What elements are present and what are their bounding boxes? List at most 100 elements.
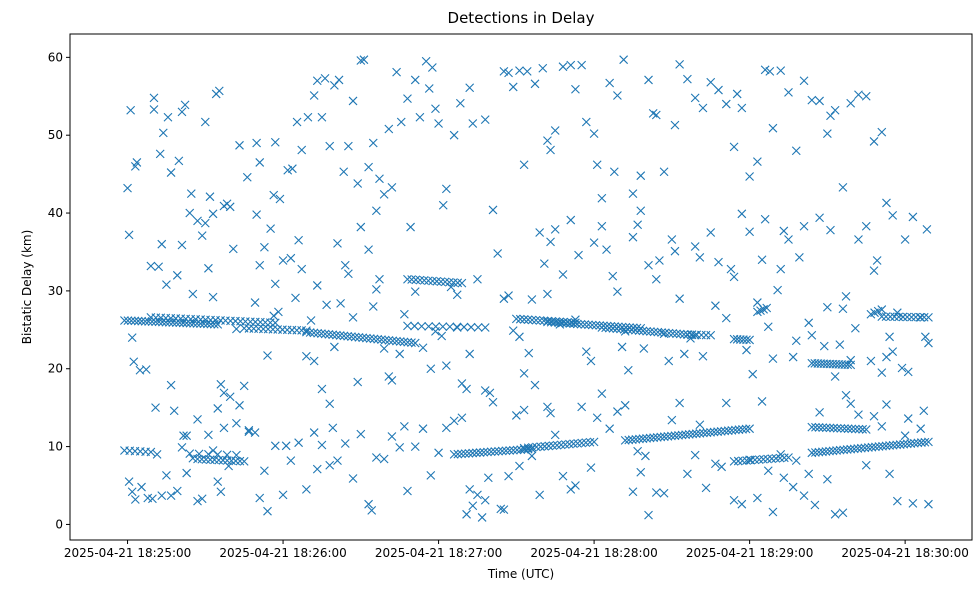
detection-point (424, 84, 434, 93)
detection-point (148, 494, 157, 504)
detection-point (628, 189, 638, 198)
detection-point (294, 235, 303, 245)
detection-point (814, 423, 824, 432)
detection-point (721, 398, 731, 408)
detection-point (339, 331, 349, 341)
detection-point (829, 423, 838, 433)
detection-point (919, 406, 929, 416)
detection-point (519, 405, 529, 415)
detection-point (364, 162, 373, 172)
detection-point (885, 469, 894, 479)
detection-point (519, 443, 529, 453)
detection-point (424, 321, 434, 331)
detection-point (339, 167, 349, 177)
detection-point (869, 137, 879, 146)
detection-point (527, 295, 537, 304)
detection-point (791, 336, 801, 346)
detection-point (493, 249, 503, 258)
detection-point (645, 433, 655, 443)
detection-point (854, 424, 864, 434)
detection-point (219, 423, 229, 433)
detection-point (364, 499, 373, 509)
detection-point (861, 91, 871, 101)
detection-point (146, 261, 156, 271)
detection-point (675, 294, 685, 304)
detection-point (317, 329, 326, 339)
detection-point (757, 255, 767, 265)
detection-point (659, 488, 669, 498)
detection-point (871, 442, 880, 452)
detection-point (888, 210, 898, 220)
detection-point (522, 66, 532, 76)
detection-point (907, 312, 916, 322)
detection-point (538, 63, 548, 73)
detection-point (186, 189, 196, 198)
detection-point (438, 200, 448, 210)
detection-point (250, 428, 260, 437)
detection-point (602, 245, 611, 255)
detection-point (854, 235, 863, 244)
detection-point (480, 323, 490, 332)
detection-point (763, 454, 772, 464)
detection-point (475, 448, 485, 457)
detection-point (317, 112, 327, 122)
detection-point (530, 79, 540, 89)
detection-point (418, 343, 428, 353)
x-tick-label: 2025-04-21 18:26:00 (219, 546, 346, 560)
detection-point (260, 466, 269, 476)
detection-point (519, 369, 529, 378)
detection-point (294, 438, 303, 448)
detection-point (235, 400, 244, 410)
detection-point (193, 216, 202, 226)
detection-point (269, 190, 279, 200)
detection-point (729, 495, 739, 505)
detection-point (639, 344, 649, 353)
detection-point (387, 182, 397, 192)
detection-point (527, 443, 537, 452)
detection-point (642, 433, 651, 443)
detection-point (613, 407, 622, 416)
detection-point (127, 487, 137, 497)
detection-point (127, 333, 137, 342)
detection-point (197, 454, 207, 464)
detection-point (916, 312, 926, 322)
detection-point (695, 420, 705, 430)
detection-point (804, 318, 814, 328)
detection-point (466, 322, 476, 332)
detection-point (260, 242, 269, 252)
detection-point (177, 107, 187, 117)
detection-point (826, 111, 835, 121)
detection-point (613, 287, 622, 297)
detection-point (628, 487, 638, 497)
detection-point (581, 438, 591, 448)
detection-point (515, 314, 525, 324)
detection-point (592, 413, 602, 423)
detection-point (638, 326, 648, 336)
detection-point (343, 269, 353, 279)
detection-point (828, 446, 838, 456)
detection-point (512, 445, 522, 455)
detection-point (359, 55, 369, 65)
detection-point (449, 416, 459, 426)
detection-point (804, 469, 814, 479)
detection-point (340, 439, 350, 448)
detection-point (885, 332, 894, 342)
detection-point (882, 400, 891, 409)
detection-point (576, 319, 586, 329)
detection-point (581, 117, 591, 127)
x-tick-label: 2025-04-21 18:29:00 (686, 546, 813, 560)
detection-point (644, 510, 653, 520)
detection-point (634, 326, 644, 335)
detection-point (367, 506, 377, 515)
detection-point (179, 431, 188, 441)
detection-point (452, 323, 462, 332)
detection-point (620, 435, 630, 445)
detection-point (182, 468, 192, 478)
detection-point (399, 337, 409, 347)
detection-point (698, 103, 708, 113)
detection-point (387, 432, 397, 441)
detection-point (597, 193, 607, 203)
y-tick-label: 60 (48, 50, 63, 64)
detection-point (854, 410, 863, 420)
detection-point (720, 426, 730, 436)
